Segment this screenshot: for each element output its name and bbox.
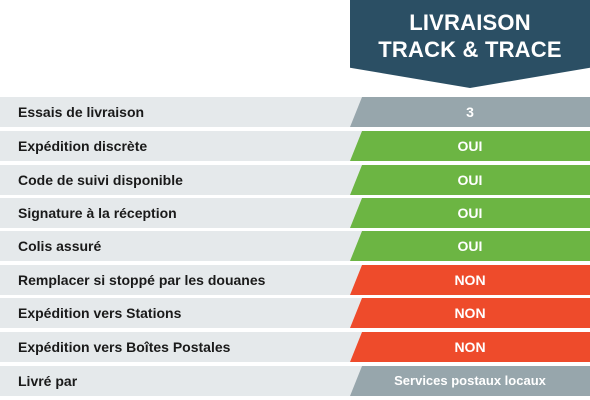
table-row: Signature à la réception OUI	[0, 198, 590, 228]
table-row: Expédition vers Boîtes Postales NON	[0, 332, 590, 362]
row-value: OUI	[350, 165, 590, 195]
row-label: Expédition discrète	[0, 131, 362, 161]
table-row: Essais de livraison 3	[0, 97, 590, 127]
row-label: Code de suivi disponible	[0, 165, 362, 195]
header-title-line1: LIVRAISON	[409, 10, 531, 35]
row-value: NON	[350, 332, 590, 362]
row-value: OUI	[350, 198, 590, 228]
table-row: Livré par Services postaux locaux	[0, 366, 590, 396]
table-row: Expédition discrète OUI	[0, 131, 590, 161]
table-row: Remplacer si stoppé par les douanes NON	[0, 265, 590, 295]
table-row: Expédition vers Stations NON	[0, 298, 590, 328]
row-value: NON	[350, 298, 590, 328]
row-value: OUI	[350, 131, 590, 161]
row-label: Colis assuré	[0, 231, 362, 261]
column-header: LIVRAISON TRACK & TRACE	[350, 0, 590, 88]
row-label: Signature à la réception	[0, 198, 362, 228]
row-label: Remplacer si stoppé par les douanes	[0, 265, 362, 295]
row-label: Livré par	[0, 366, 362, 396]
row-label: Expédition vers Boîtes Postales	[0, 332, 362, 362]
row-value: 3	[350, 97, 590, 127]
row-label: Expédition vers Stations	[0, 298, 362, 328]
row-value: NON	[350, 265, 590, 295]
row-value: OUI	[350, 231, 590, 261]
table-row: Colis assuré OUI	[0, 231, 590, 261]
row-label: Essais de livraison	[0, 97, 362, 127]
row-value: Services postaux locaux	[350, 366, 590, 396]
table-row: Code de suivi disponible OUI	[0, 165, 590, 195]
header-title-line2: TRACK & TRACE	[378, 37, 562, 62]
